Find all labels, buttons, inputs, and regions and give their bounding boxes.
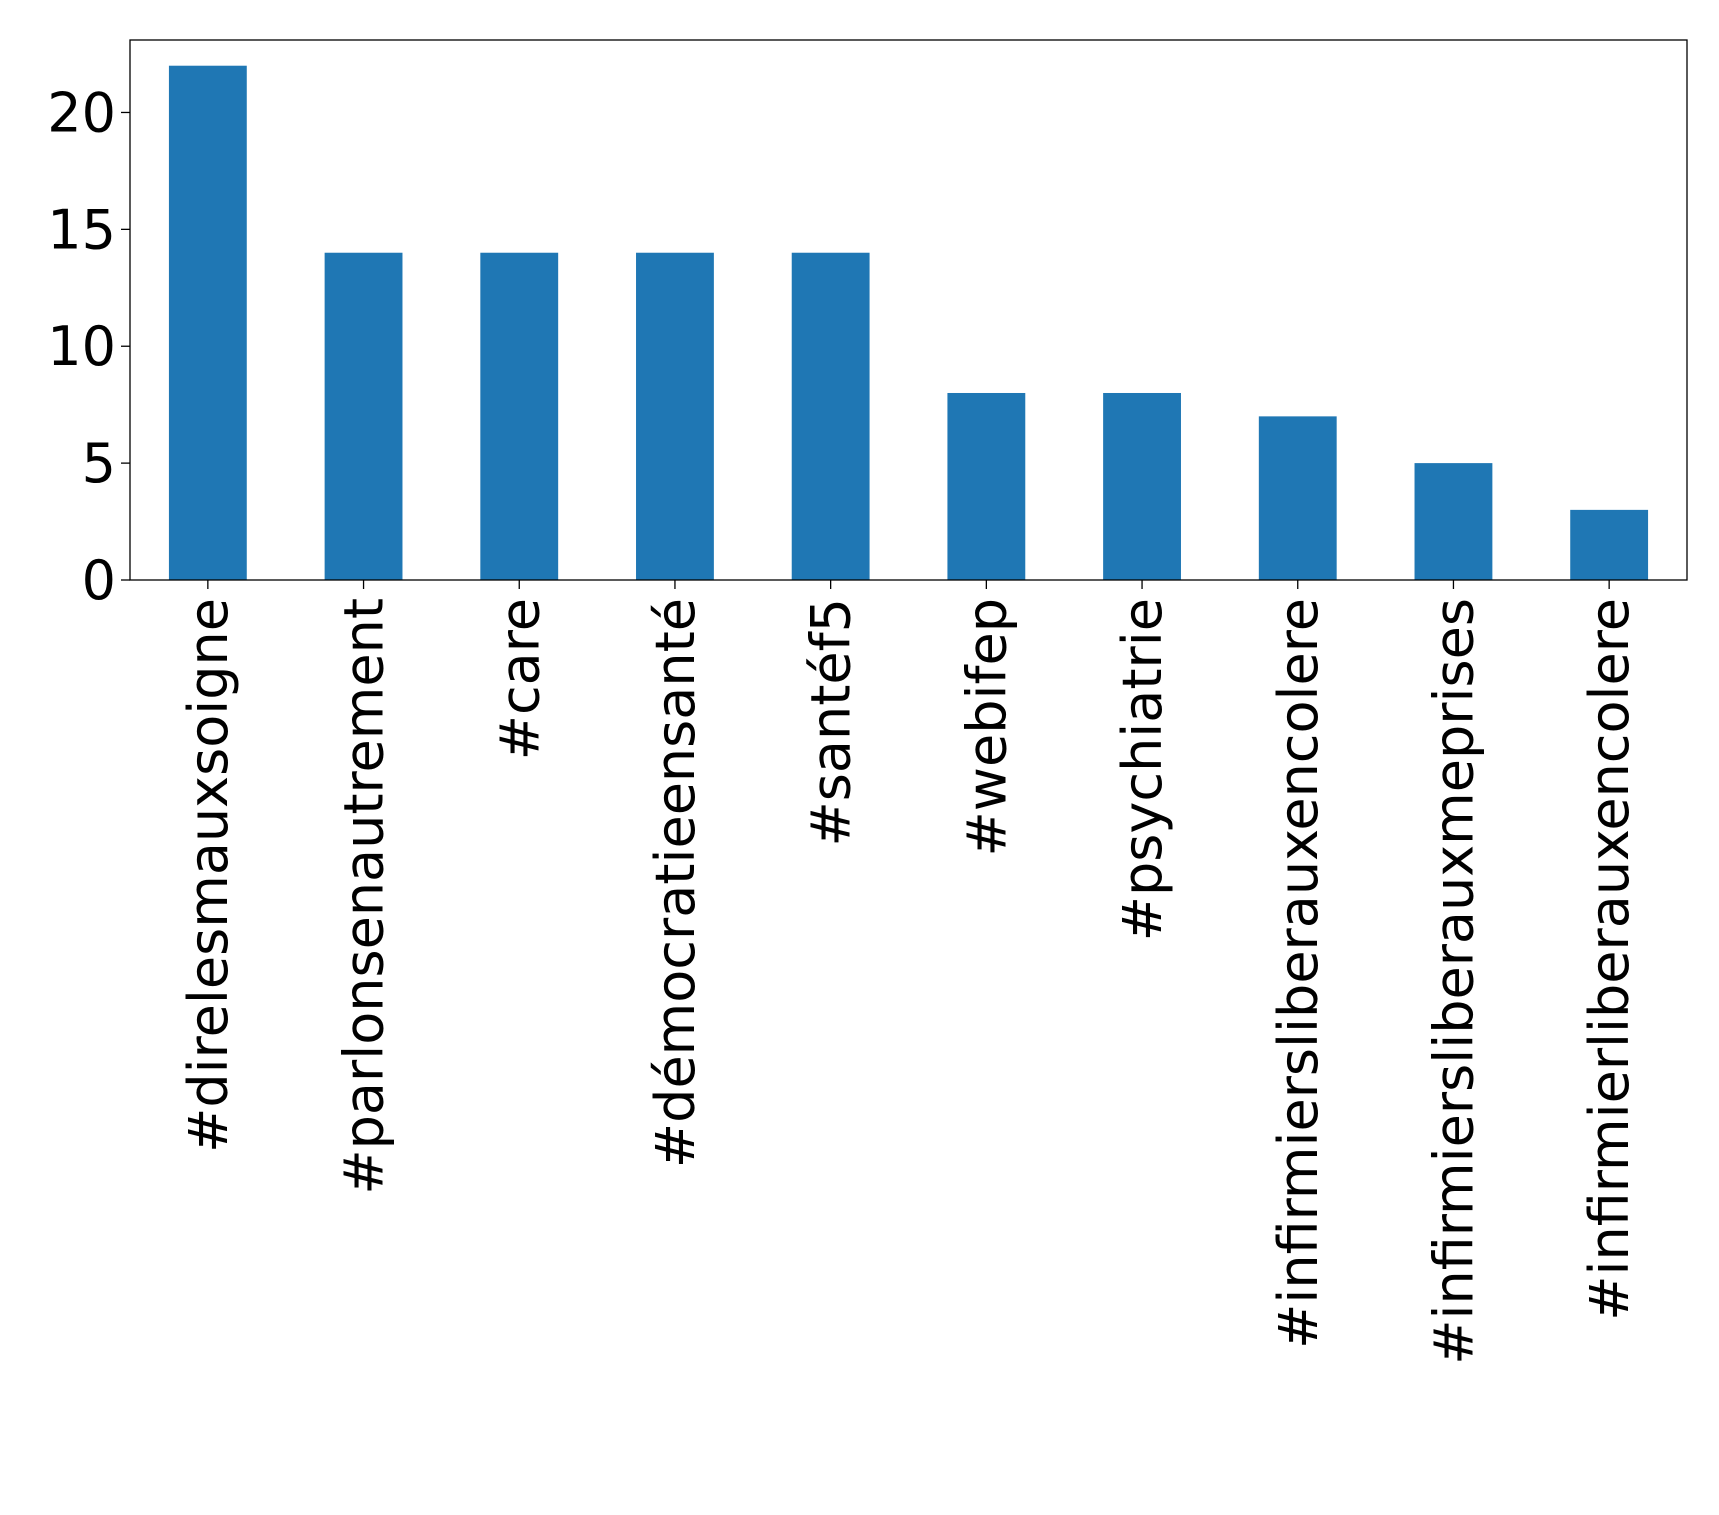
y-tick-label-2: 10 (47, 315, 116, 378)
x-tick-label-6: #psychiatrie (1111, 598, 1174, 941)
y-tick-label-0: 0 (82, 549, 116, 612)
x-tick-label-4: #santéf5 (800, 598, 863, 846)
y-axis: 0 5 10 15 20 (47, 81, 130, 612)
bar-6 (1103, 392, 1181, 580)
bar-5 (947, 392, 1026, 580)
x-axis: #direlesmauxsoigne #parlonsenautrement #ca… (177, 580, 1641, 1365)
bar-9 (1570, 509, 1649, 580)
x-tick-label-1: #parlonsenautrement (333, 598, 396, 1195)
x-tick-label-8: #infirmiersliberauxmeprises (1422, 598, 1485, 1365)
bar-3 (636, 252, 714, 580)
bar-8 (1414, 463, 1493, 580)
x-tick-label-3: #démocratieensanté (644, 598, 707, 1168)
y-tick-label-4: 20 (47, 81, 116, 144)
x-tick-label-2: #care (488, 598, 551, 760)
x-tick-label-5: #webifep (955, 598, 1018, 856)
bar-2 (480, 252, 559, 580)
bar-7 (1258, 416, 1337, 580)
x-tick-label-9: #infirmierliberauxencolere (1578, 598, 1641, 1321)
plot-frame (129, 39, 1688, 581)
bars-group (168, 65, 1649, 580)
y-tick-label-1: 5 (82, 432, 116, 495)
bar-0 (168, 65, 247, 580)
bar-4 (791, 252, 870, 580)
x-tick-label-0: #direlesmauxsoigne (177, 598, 240, 1153)
bar-1 (324, 252, 403, 580)
y-tick-label-3: 15 (47, 198, 116, 261)
x-tick-label-7: #infirmiersliberauxencolere (1267, 598, 1330, 1349)
